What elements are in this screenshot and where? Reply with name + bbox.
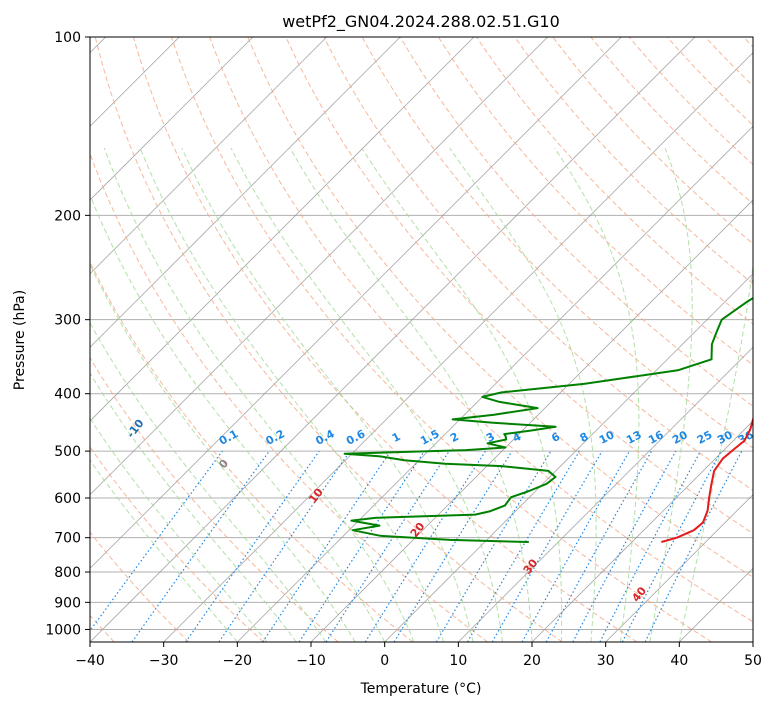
moist-adiabats [90,147,753,642]
mixing-ratio-line [90,450,223,632]
dry-adiabats [90,37,753,642]
x-axis-label: Temperature (°C) [360,681,482,697]
dry-adiabat-line [323,37,753,491]
moist-adiabat-line [90,193,386,642]
dry-adiabat-line [247,37,753,578]
y-tick-label: 400 [54,387,81,403]
x-tick-label: −10 [296,653,326,669]
y-tick-label: 300 [54,313,81,329]
mixing-ratio-line [131,450,270,642]
moist-adiabat-line [678,260,753,642]
moist-adiabat-line [90,459,238,642]
x-tick-label: 20 [523,653,541,669]
x-tick-label: 10 [449,653,467,669]
moist-adiabat-line [90,321,327,642]
x-axis: −40 −30 −20 −10 0 10 20 30 40 50 [75,642,762,669]
mixing-ratio-label: 25 [695,428,715,447]
dry-adiabat-line [171,37,712,642]
dry-adiabat-line [361,37,753,449]
dry-adiabat-line [285,37,753,535]
mixing-ratio-line [521,450,631,642]
mixing-ratio-line [298,450,425,642]
moist-adiabat-line [90,417,268,642]
isotherm-line [163,52,753,642]
x-tick-label: −30 [149,653,179,669]
mixing-ratio-label: 20 [670,428,690,447]
plot-frame [89,36,754,643]
mixing-ratio-line [545,450,653,642]
temperature-profile [661,415,753,543]
mixing-ratio-line [393,450,513,642]
mixing-ratio-label: 13 [624,428,644,447]
y-axis-label: Pressure (hPa) [12,290,28,390]
mixing-ratio-label: 16 [646,428,666,447]
isotherm-line [90,37,475,422]
x-tick-label: 0 [380,653,389,669]
isotherm-line [90,37,622,569]
mixing-ratio-label: 10 [597,428,617,447]
mixing-ratio-line [572,450,677,642]
y-tick-label: 200 [54,208,81,224]
mixing-ratio-label: 30 [715,428,735,447]
moist-adiabat-line [139,147,445,642]
y-axis: 100 200 300 400 500 600 700 800 900 1000 [45,30,90,638]
isotherm-line [90,37,327,275]
dry-adiabat-line [90,260,414,642]
mixing-ratio-line [218,450,351,642]
isotherm-line [605,494,753,642]
dry-adiabat-line [90,356,339,642]
y-tick-label: 500 [54,444,81,460]
moist-adiabat-line [230,147,503,642]
x-tick-label: 40 [670,653,688,669]
isotherm-line [237,125,753,642]
isotherm-line [90,37,254,201]
isotherm-line [90,37,401,348]
y-tick-label: 700 [54,531,81,547]
dewpoint-profile [343,278,753,543]
y-tick-label: 600 [54,491,81,507]
mixing-ratio-line [185,450,320,642]
y-tick-label: 900 [54,595,81,611]
dry-adiabat-line [437,37,753,366]
isotherm-line [90,37,548,496]
moist-adiabat-line [554,147,640,642]
mixing-ratio-line [644,450,743,642]
dry-adiabat-line [552,37,753,245]
mixing-ratio-line [325,450,450,642]
mixing-ratio-line [262,450,392,642]
isotherm-line [458,346,753,642]
mixing-ratio-lines [90,450,743,642]
dry-adiabat-line [476,37,753,325]
dry-adiabat-line [90,531,190,642]
moist-adiabat-line [449,147,597,642]
dry-adiabat-line [590,37,753,205]
moist-adiabat-line [103,147,415,642]
isotherm-line [90,37,696,642]
moist-adiabat-line [90,372,297,642]
sounding-profiles [343,278,753,543]
dry-adiabat-line [399,37,753,407]
y-tick-label: 100 [54,30,81,46]
chart-title: wetPf2_GN04.2024.288.02.51.G10 [282,12,560,32]
isotherm-line [531,420,753,642]
x-tick-label: 30 [597,653,615,669]
x-tick-label: 50 [744,653,762,669]
x-tick-label: −20 [223,653,253,669]
dry-adiabat-line [94,37,563,642]
x-tick-label: −40 [75,653,105,669]
moist-adiabat-line [90,263,356,642]
y-tick-label: 800 [54,565,81,581]
dry-adiabat-line [209,37,753,623]
y-tick-label: 1000 [45,622,81,638]
plot-area: 0.10.20.40.611.52346810131620253036-100-… [90,37,753,642]
moist-adiabat-line [181,147,474,642]
